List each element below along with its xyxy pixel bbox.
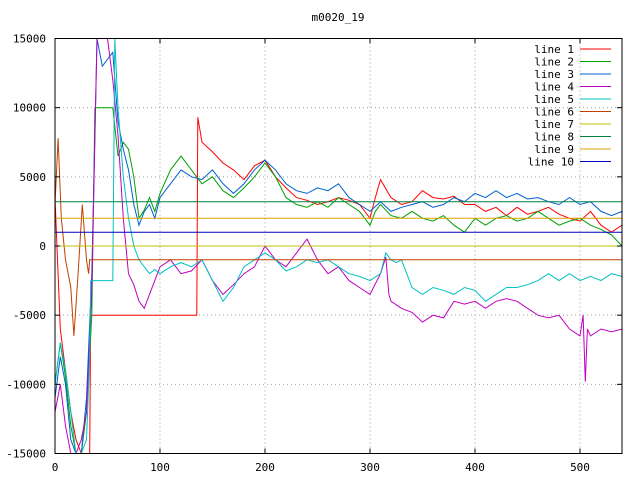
series-line-3 bbox=[55, 38, 622, 454]
series-line-4 bbox=[55, 38, 622, 454]
y-tick-label: 15000 bbox=[13, 33, 46, 46]
series-group bbox=[55, 38, 622, 454]
y-tick-label: 10000 bbox=[13, 102, 46, 115]
legend-label: line 8 bbox=[534, 131, 574, 144]
legend-label: line 9 bbox=[534, 143, 574, 156]
plot-frame bbox=[54, 38, 623, 454]
legend-label: line 5 bbox=[534, 93, 574, 106]
x-tick-label: 500 bbox=[570, 461, 590, 474]
legend-label: line 7 bbox=[534, 118, 574, 131]
legend-label: line 4 bbox=[534, 81, 574, 94]
y-tick-label: 0 bbox=[39, 240, 46, 253]
x-tick-label: 0 bbox=[52, 461, 59, 474]
legend-label: line 3 bbox=[534, 68, 574, 81]
legend-label: line 10 bbox=[528, 156, 574, 169]
y-tick-label: -15000 bbox=[6, 448, 46, 461]
x-tick-label: 200 bbox=[255, 461, 275, 474]
y-tick-label: 5000 bbox=[20, 171, 47, 184]
series-line-2 bbox=[55, 107, 622, 454]
x-tick-label: 400 bbox=[465, 461, 485, 474]
series-line-5 bbox=[55, 38, 622, 454]
legend-label: line 6 bbox=[534, 106, 574, 119]
y-tick-label: -5000 bbox=[13, 309, 46, 322]
legend-label: line 2 bbox=[534, 56, 574, 69]
x-tick-label: 300 bbox=[360, 461, 380, 474]
x-tick-label: 100 bbox=[150, 461, 170, 474]
y-tick-label: -10000 bbox=[6, 378, 46, 391]
chart-title: m0020_19 bbox=[312, 11, 365, 24]
legend-label: line 1 bbox=[534, 43, 574, 56]
